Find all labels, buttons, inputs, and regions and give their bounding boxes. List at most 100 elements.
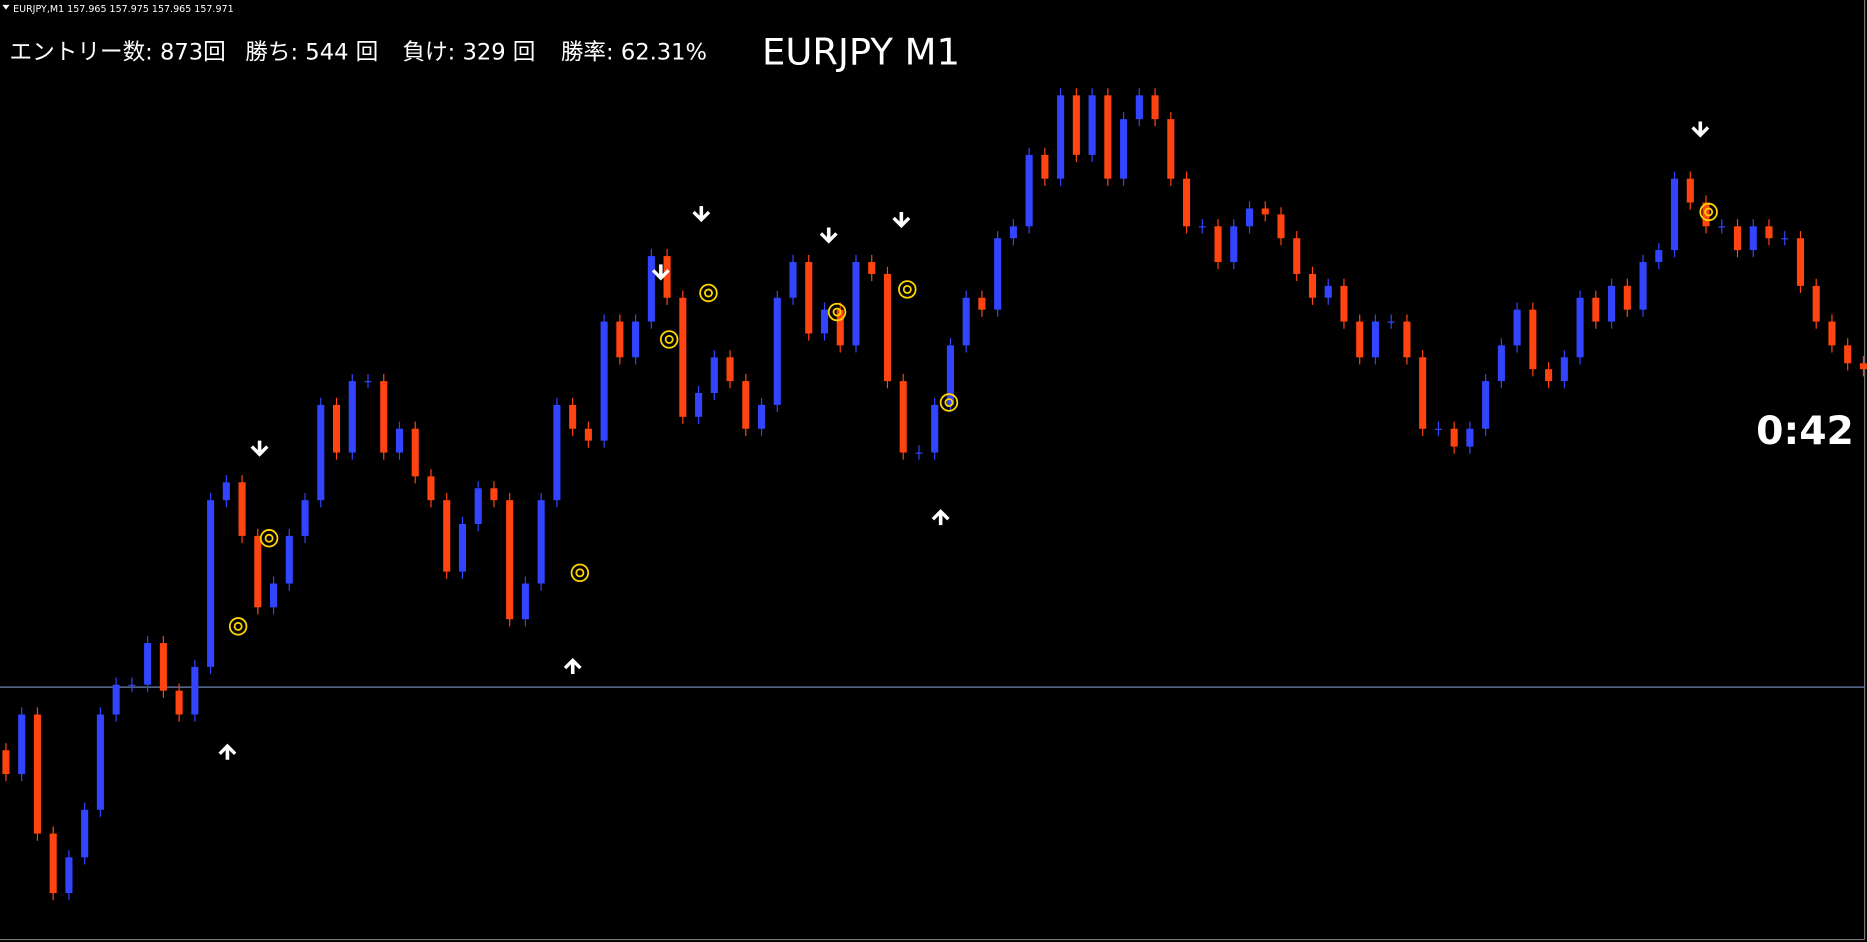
candle-body (1356, 321, 1364, 358)
candle-body (994, 238, 1002, 310)
candle-body (1733, 226, 1742, 251)
candle-body (1293, 238, 1301, 274)
stat-wins: 勝ち: 544 回 (245, 40, 378, 66)
candle-body (1041, 154, 1049, 179)
entry-circle (259, 529, 279, 548)
candle-body (364, 381, 372, 383)
candle-body (191, 666, 199, 715)
down-arrow (1691, 121, 1710, 138)
candle-body (1529, 309, 1537, 370)
candle-body (1560, 357, 1568, 382)
candle-body (1482, 381, 1490, 429)
candle-body (1670, 178, 1679, 251)
candle-body (1135, 95, 1143, 120)
down-arrow (819, 227, 838, 244)
entry-circles (228, 202, 1718, 636)
candle-body (285, 535, 293, 584)
candle-body (506, 500, 514, 620)
candle-body (883, 273, 892, 382)
header-info: EURJPY,M1 157.965 157.975 157.965 157.97… (13, 4, 234, 15)
candle-body (1513, 309, 1521, 346)
candle-body (521, 583, 529, 620)
entry-circle (827, 302, 847, 322)
candle-body (348, 381, 356, 453)
candle-body (395, 428, 404, 453)
candle-body (600, 321, 608, 441)
candle-body (427, 476, 435, 501)
candle-body (663, 256, 671, 298)
candle-body (144, 643, 152, 685)
candle-body (96, 714, 104, 810)
candle-body (836, 309, 844, 346)
plot-area (0, 88, 1867, 901)
candle-body (584, 428, 592, 441)
candle-body (1608, 285, 1616, 322)
candle-body (1183, 178, 1191, 227)
candle-body (443, 500, 451, 572)
candle-body (238, 482, 246, 536)
header-menu-icon[interactable] (2, 4, 10, 10)
candle-body (1025, 154, 1033, 227)
candle-body (1623, 285, 1631, 310)
candle-body (1781, 238, 1789, 240)
candle-body (49, 833, 57, 894)
candle-body (1859, 363, 1867, 370)
candle-body (332, 404, 341, 453)
candle-body (175, 690, 183, 715)
candle-body (1765, 226, 1773, 239)
entry-circle (570, 563, 590, 583)
candle-body (254, 535, 262, 608)
candle-body (1371, 321, 1379, 358)
stat-entries: エントリー数: 873回 (10, 40, 226, 66)
candle-body (1450, 428, 1458, 447)
candle-body (1749, 226, 1757, 251)
candle-body (159, 643, 167, 691)
candle-body (2, 750, 10, 775)
candle-body (962, 297, 970, 346)
signals (218, 121, 1710, 760)
candle-body (852, 262, 860, 346)
candle-body (1545, 369, 1553, 382)
entry-circle (1699, 202, 1718, 222)
candle-body (222, 482, 230, 501)
down-arrow (692, 206, 711, 223)
chart-title: EURJPY M1 (762, 30, 960, 73)
candle-body (1844, 345, 1852, 364)
candle-body (1167, 119, 1175, 179)
candle-body (1230, 226, 1238, 263)
entry-circle (659, 330, 679, 349)
candle-body (317, 404, 325, 501)
candle-body (569, 404, 577, 429)
stat-losses: 負け: 329 回 (402, 40, 535, 66)
stat-winrate: 勝率: 62.31% (561, 40, 707, 66)
candle-body (1104, 95, 1112, 179)
candle-body (270, 583, 278, 608)
down-arrow (892, 212, 911, 229)
candle-body (978, 297, 986, 310)
entry-circle (699, 283, 718, 303)
candle-body (1592, 297, 1600, 322)
entry-circle (939, 393, 959, 412)
candle-body (946, 345, 954, 405)
candle-body (915, 452, 923, 454)
candle-body (1120, 119, 1128, 179)
candle-body (1277, 214, 1285, 239)
candle-body (1576, 297, 1584, 358)
candle-body (616, 321, 624, 358)
candle-body (647, 256, 655, 322)
candle-body (33, 714, 41, 834)
up-arrow (218, 743, 237, 760)
candle-body (380, 381, 388, 453)
candle-body (1057, 95, 1065, 179)
candle-body (679, 297, 687, 417)
down-arrow (250, 440, 269, 457)
candle-body (805, 262, 813, 334)
candle-body (81, 809, 89, 858)
candle-body (1466, 428, 1474, 447)
candle-body (537, 500, 545, 584)
candle-body (458, 523, 466, 572)
candle-body (1308, 273, 1317, 298)
